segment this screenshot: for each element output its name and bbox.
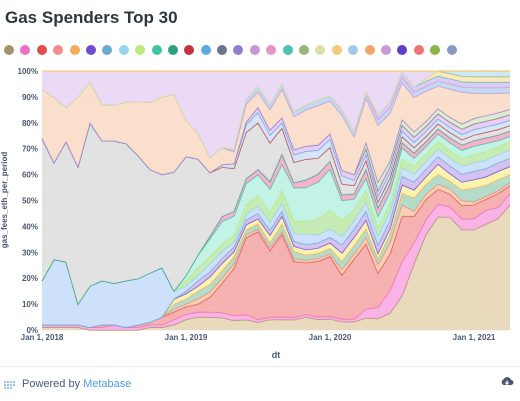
legend-item-17[interactable] <box>266 45 277 55</box>
legend-item-3[interactable] <box>36 45 47 55</box>
chart-title: Gas Spenders Top 30 <box>5 8 178 27</box>
legend-item-19[interactable] <box>299 45 310 55</box>
x-tick-label: Jan 1, 2020 <box>309 333 352 342</box>
y-tick-label: 20% <box>22 274 38 283</box>
legend-item-7[interactable] <box>102 45 113 55</box>
y-tick-label: 30% <box>22 248 38 257</box>
y-tick-label: 0% <box>26 326 38 335</box>
series-area-10[interactable] <box>42 133 510 305</box>
legend-item-25[interactable] <box>397 45 408 55</box>
legend-item-1[interactable] <box>4 45 14 55</box>
metabase-logo-icon <box>4 381 15 389</box>
series-area-13[interactable] <box>42 112 510 202</box>
legend-item-18[interactable] <box>282 45 293 55</box>
x-tick-label: Jan 1, 2018 <box>21 333 64 342</box>
legend-item-24[interactable] <box>380 45 391 55</box>
series-area-21[interactable] <box>42 71 510 158</box>
x-tick-label: Jan 1, 2021 <box>453 333 496 342</box>
legend-item-15[interactable] <box>233 45 244 55</box>
legend-item-12[interactable] <box>184 45 195 55</box>
legend-item-28[interactable] <box>446 45 457 55</box>
y-tick-label: 70% <box>22 145 38 154</box>
y-tick-label: 10% <box>22 300 38 309</box>
legend-item-22[interactable] <box>348 45 359 55</box>
cloud-download-icon[interactable] <box>500 376 514 391</box>
y-tick-label: 90% <box>22 93 38 102</box>
legend-item-13[interactable] <box>200 45 211 55</box>
legend-item-6[interactable] <box>85 45 96 55</box>
y-axis-label: gas_fees_eth_per_period <box>0 152 9 249</box>
y-tick-label: 100% <box>18 67 38 76</box>
legend-item-2[interactable] <box>20 45 31 55</box>
x-tick-label: Jan 1, 2019 <box>165 333 208 342</box>
series-area-14[interactable] <box>42 107 510 197</box>
series-areas <box>41 69 511 331</box>
legend-item-4[interactable] <box>53 45 64 55</box>
legend-item-11[interactable] <box>167 45 178 55</box>
legend-item-26[interactable] <box>413 45 424 55</box>
legend-item-9[interactable] <box>135 45 146 55</box>
powered-by-text: Powered by <box>22 378 81 390</box>
legend-item-5[interactable] <box>69 45 80 55</box>
x-axis-ticks: Jan 1, 2018 Jan 1, 2019 Jan 1, 2020 Jan 1, … <box>21 333 496 342</box>
y-tick-label: 50% <box>22 197 38 206</box>
series-area-3[interactable] <box>42 185 510 328</box>
area-chart: 0% 10% 20% 30% 40% 50% 60% 70% 80% 90% 100% Jan 1,… <box>0 67 511 360</box>
footer: Powered by Metabase <box>0 366 520 401</box>
legend-item-23[interactable] <box>364 45 375 55</box>
legend-item-20[interactable] <box>315 45 326 55</box>
y-tick-label: 80% <box>22 119 38 128</box>
metabase-brand-text: Metabase <box>83 378 132 390</box>
legend-item-14[interactable] <box>217 45 228 55</box>
legend-item-27[interactable] <box>430 45 441 55</box>
y-axis-ticks: 0% 10% 20% 30% 40% 50% 60% 70% 80% 90% 100% <box>18 67 38 335</box>
series-area-19[interactable] <box>42 71 510 158</box>
series-area-11[interactable] <box>42 128 510 305</box>
legend-item-8[interactable] <box>118 45 129 55</box>
chart-legend <box>4 45 463 57</box>
series-area-1[interactable] <box>42 204 510 330</box>
legend-item-21[interactable] <box>331 45 342 55</box>
series-area-8[interactable] <box>42 149 510 328</box>
powered-by-metabase[interactable]: Powered by Metabase <box>4 378 131 390</box>
x-axis-label: dt <box>272 350 281 360</box>
series-line-11 <box>41 128 511 306</box>
legend-item-10[interactable] <box>151 45 162 55</box>
y-tick-label: 40% <box>22 222 38 231</box>
series-area-2[interactable] <box>42 193 510 330</box>
legend-item-16[interactable] <box>249 45 260 55</box>
y-tick-label: 60% <box>22 171 38 180</box>
